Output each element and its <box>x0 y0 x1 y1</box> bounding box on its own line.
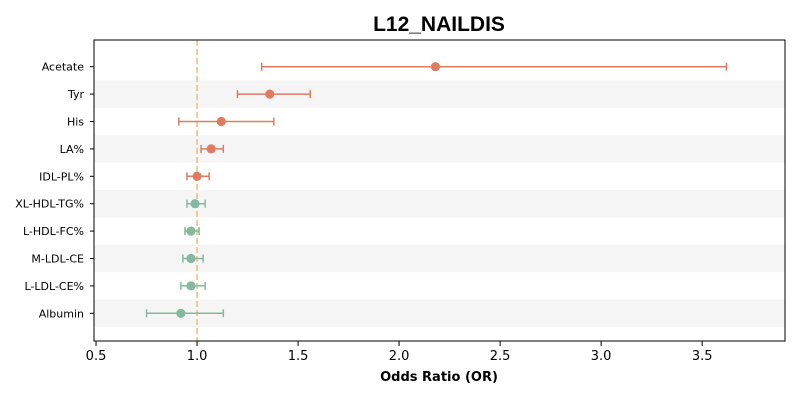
y-tick-label: His <box>67 116 84 129</box>
or-point <box>176 308 186 318</box>
or-point <box>216 116 226 127</box>
or-point <box>186 253 196 264</box>
row-band <box>94 244 785 273</box>
forest-row-his <box>178 116 275 127</box>
y-tick-label: LA% <box>60 143 84 156</box>
forest-row-tyr <box>236 89 311 99</box>
or-point <box>190 199 200 209</box>
x-tick-label: 3.0 <box>591 349 612 364</box>
y-tick-label: Albumin <box>39 307 84 320</box>
x-tick-label: 2.5 <box>490 349 511 364</box>
or-point <box>430 62 441 72</box>
row-band <box>94 190 785 218</box>
or-point <box>265 89 275 99</box>
x-tick-label: 0.5 <box>86 349 107 364</box>
y-tick-label: M-LDL-CE <box>31 253 84 266</box>
y-tick-label: L-LDL-CE% <box>25 280 85 293</box>
y-tick-label: Acetate <box>42 61 85 74</box>
y-tick-label: L-HDL-FC% <box>23 225 84 238</box>
or-point <box>186 226 196 236</box>
forest-row-l-ldl-ce- <box>180 281 206 291</box>
y-tick-label: IDL-PL% <box>39 170 84 183</box>
chart-title: L12_NAILDIS <box>373 13 505 36</box>
forest-row-acetate <box>260 62 728 72</box>
or-point <box>192 171 202 181</box>
or-point <box>206 144 216 154</box>
row-band <box>94 80 785 108</box>
x-tick-label: 1.0 <box>187 349 208 364</box>
or-point <box>186 281 196 291</box>
plot-frame <box>93 39 786 342</box>
forest-row-idl-pl- <box>186 171 210 181</box>
x-tick-label: 1.5 <box>288 349 309 364</box>
x-tick-label: 3.5 <box>692 349 713 364</box>
data-marks <box>145 62 728 318</box>
y-axis: Acetate Tyr His LA% IDL-PL% XL-HDL-TG% L-HDL-F… <box>15 61 94 320</box>
x-tick-label: 2.0 <box>389 349 410 364</box>
x-axis: 0.5 1.0 1.5 2.0 2.5 3.0 3.5 <box>86 341 713 364</box>
forest-row-albumin <box>145 308 225 318</box>
y-tick-label: Tyr <box>67 88 85 101</box>
forest-row-m-ldl-ce <box>182 253 204 264</box>
forest-row-la- <box>200 144 225 154</box>
forest-row-l-hdl-fc- <box>184 226 200 236</box>
y-tick-label: XL-HDL-TG% <box>15 198 84 211</box>
forest-row-xl-hdl-tg- <box>186 199 206 209</box>
x-axis-label: Odds Ratio (OR) <box>380 370 498 385</box>
